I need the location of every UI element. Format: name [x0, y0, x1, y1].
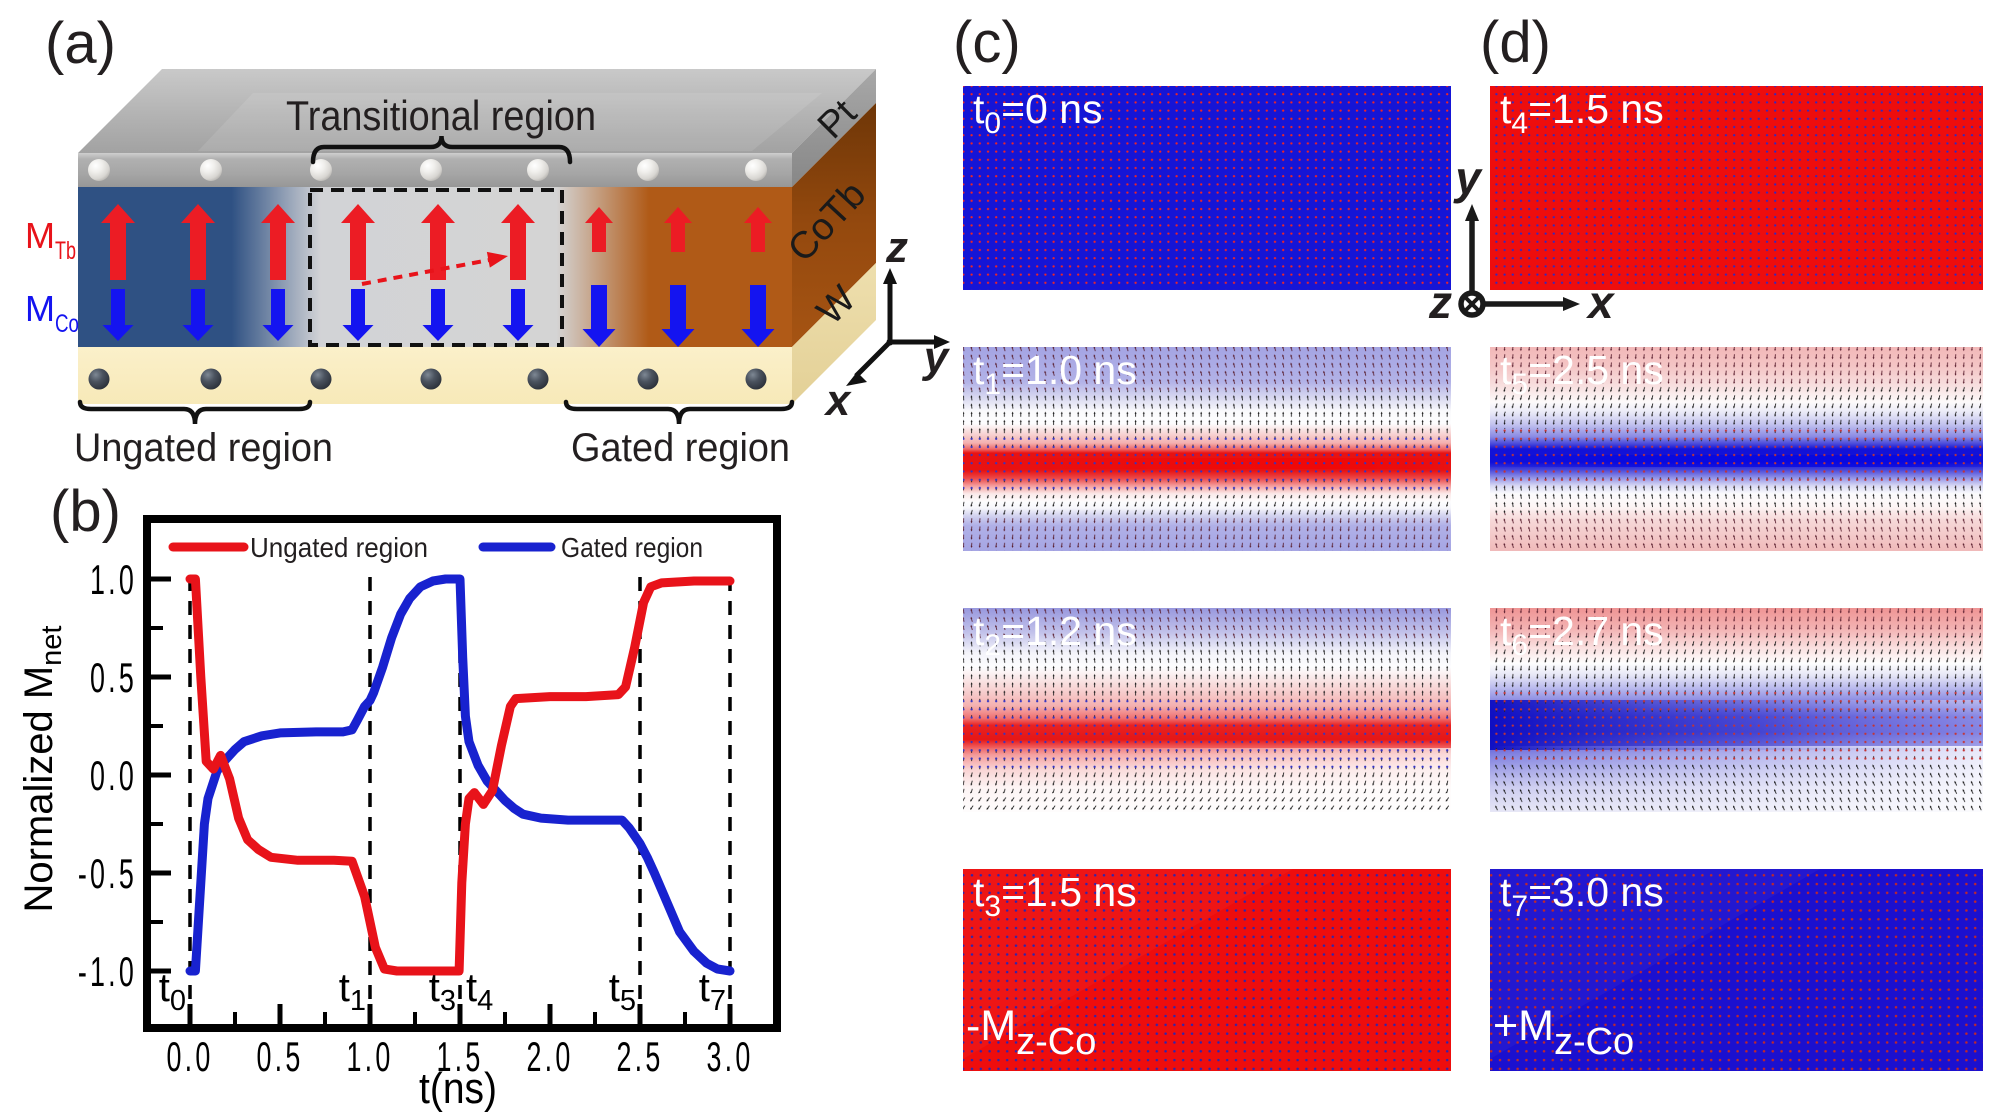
svg-text:t3: t3: [429, 966, 456, 1017]
svg-text:t2=1.2 ns: t2=1.2 ns: [973, 608, 1137, 662]
svg-text:t4: t4: [466, 966, 493, 1017]
svg-text:Normalized Mnet: Normalized Mnet: [17, 626, 68, 913]
svg-text:(a): (a): [45, 11, 116, 76]
svg-text:3.0: 3.0: [707, 1034, 754, 1080]
svg-text:(d): (d): [1480, 10, 1551, 75]
svg-text:x: x: [824, 376, 852, 425]
svg-text:1.0: 1.0: [347, 1034, 394, 1080]
svg-text:t3=1.5 ns: t3=1.5 ns: [973, 869, 1137, 923]
svg-text:t5: t5: [609, 966, 636, 1017]
svg-text:(b): (b): [50, 479, 121, 544]
svg-text:MCo: MCo: [25, 288, 79, 338]
svg-text:t6=2.7 ns: t6=2.7 ns: [1500, 608, 1664, 662]
svg-text:x: x: [1585, 276, 1616, 328]
svg-text:(c): (c): [953, 10, 1021, 75]
svg-text:t0: t0: [159, 966, 186, 1017]
svg-text:0.0: 0.0: [167, 1034, 214, 1080]
svg-text:0.5: 0.5: [90, 655, 137, 701]
svg-text:t1: t1: [339, 966, 366, 1017]
svg-text:2.5: 2.5: [617, 1034, 664, 1080]
svg-text:y: y: [922, 333, 951, 382]
svg-text:-1.0: -1.0: [78, 949, 137, 995]
svg-text:-0.5: -0.5: [78, 851, 137, 897]
svg-text:MTb: MTb: [25, 215, 76, 265]
svg-text:0.5: 0.5: [257, 1034, 304, 1080]
svg-text:0.0: 0.0: [90, 753, 137, 799]
svg-text:t7=3.0 ns: t7=3.0 ns: [1500, 869, 1664, 923]
svg-text:y: y: [1453, 152, 1483, 204]
svg-text:t4=1.5 ns: t4=1.5 ns: [1500, 86, 1664, 140]
svg-text:t5=2.5 ns: t5=2.5 ns: [1500, 347, 1664, 401]
svg-text:z: z: [885, 223, 908, 272]
svg-text:2.0: 2.0: [527, 1034, 574, 1080]
svg-text:Ungated region: Ungated region: [250, 532, 428, 563]
svg-text:1.0: 1.0: [90, 557, 137, 603]
svg-text:Transitional region: Transitional region: [286, 92, 596, 139]
svg-text:Gated region: Gated region: [571, 426, 790, 470]
svg-text:t1=1.0 ns: t1=1.0 ns: [973, 347, 1137, 401]
svg-text:t0=0 ns: t0=0 ns: [973, 86, 1103, 140]
svg-text:1.5: 1.5: [437, 1034, 484, 1080]
svg-text:z: z: [1428, 276, 1452, 328]
svg-text:Gated region: Gated region: [561, 532, 703, 563]
svg-text:Ungated region: Ungated region: [74, 426, 333, 470]
svg-text:t(ns): t(ns): [419, 1064, 497, 1113]
